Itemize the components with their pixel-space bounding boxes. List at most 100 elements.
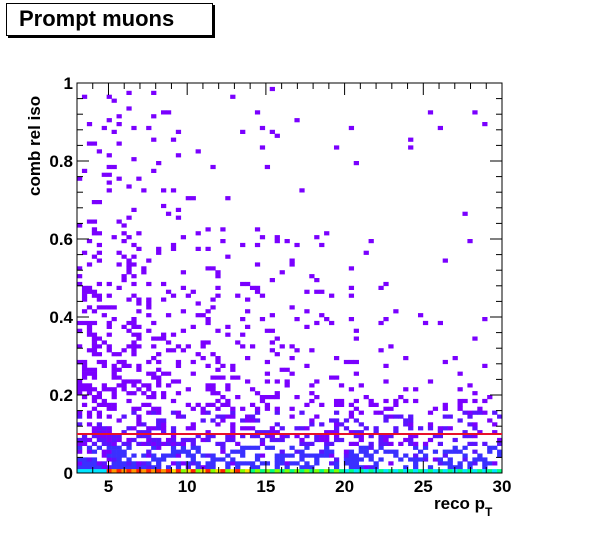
heatmap-cell — [215, 375, 221, 380]
heatmap-cell — [151, 453, 157, 458]
heatmap-cell — [240, 434, 246, 439]
heatmap-cell — [77, 274, 83, 279]
heatmap-cell — [279, 344, 285, 349]
heatmap-cell — [156, 461, 162, 466]
heatmap-cell — [190, 445, 196, 450]
heatmap-cell — [180, 414, 187, 419]
heatmap-cell — [161, 297, 167, 302]
heatmap-cell — [116, 122, 122, 127]
heatmap-cell — [195, 313, 201, 318]
heatmap-cell — [136, 297, 142, 302]
heatmap-cell — [333, 418, 340, 423]
heatmap-cell — [121, 231, 127, 236]
heatmap-cell — [220, 363, 226, 368]
heatmap-cell — [156, 426, 162, 431]
heatmap-cell — [279, 461, 285, 466]
heatmap-cell — [378, 441, 384, 446]
heatmap-cell — [368, 453, 374, 458]
heatmap-cell — [190, 457, 196, 462]
heatmap-cell — [378, 445, 384, 450]
heatmap-cell — [225, 402, 231, 407]
heatmap-cell — [146, 465, 152, 470]
heatmap-cell — [126, 297, 132, 302]
heatmap-cell — [225, 332, 231, 337]
heatmap-cell — [77, 410, 83, 415]
heatmap-cell — [363, 465, 369, 470]
heatmap-cell — [343, 426, 350, 431]
heatmap-cell — [121, 274, 127, 279]
heatmap-cell — [96, 305, 103, 310]
heatmap-cell — [348, 402, 355, 407]
heatmap-cell — [299, 188, 305, 193]
heatmap-cell-zero-bin — [284, 469, 290, 474]
heatmap-cell — [215, 359, 221, 365]
heatmap-cell — [156, 410, 162, 415]
heatmap-cell — [195, 246, 201, 251]
heatmap-cell — [393, 309, 399, 314]
heatmap-cell — [304, 402, 310, 407]
heatmap-cell — [146, 430, 152, 435]
heatmap-cell — [314, 453, 320, 458]
heatmap-cell-zero-bin — [437, 469, 443, 474]
heatmap-cell — [333, 402, 340, 407]
heatmap-cell — [269, 86, 275, 92]
heatmap-cell — [86, 410, 93, 415]
heatmap-cell — [289, 258, 295, 263]
heatmap-cell — [91, 219, 98, 224]
heatmap-cell — [319, 422, 325, 427]
heatmap-cell — [111, 461, 117, 466]
heatmap-cell — [324, 317, 330, 322]
heatmap-cell — [96, 336, 103, 341]
heatmap-cell — [136, 367, 142, 372]
heatmap-cell — [240, 461, 246, 466]
heatmap-cell — [477, 406, 483, 411]
heatmap-cell — [373, 426, 379, 431]
heatmap-cell — [175, 453, 182, 458]
heatmap-cell — [96, 344, 103, 349]
heatmap-cell — [151, 137, 157, 142]
heatmap-cell — [175, 391, 182, 396]
heatmap-cell — [353, 336, 359, 341]
heatmap-cell — [249, 461, 256, 466]
heatmap-cell-zero-bin — [225, 469, 231, 474]
heatmap-cell — [96, 410, 103, 415]
heatmap-cell — [225, 383, 231, 388]
heatmap-cell — [151, 375, 157, 380]
heatmap-cell — [170, 461, 177, 466]
heatmap-cell — [348, 465, 355, 470]
heatmap-cell — [220, 395, 226, 400]
heatmap-cell-zero-bin — [482, 469, 488, 474]
heatmap-cell — [383, 317, 389, 322]
heatmap-cell — [462, 410, 468, 415]
heatmap-cell — [116, 176, 122, 181]
heatmap-cell — [91, 367, 98, 372]
heatmap-cell — [230, 375, 236, 380]
heatmap-cell — [348, 430, 355, 435]
heatmap-cell — [106, 414, 112, 419]
heatmap-cell — [368, 398, 374, 404]
heatmap-cell — [254, 242, 261, 248]
heatmap-cell — [363, 395, 369, 400]
heatmap-cell — [190, 441, 196, 446]
heatmap-cell — [86, 383, 93, 388]
heatmap-cell — [284, 465, 290, 470]
heatmap-cell — [101, 402, 107, 407]
heatmap-cell — [101, 453, 107, 458]
heatmap-cell — [304, 434, 310, 439]
heatmap-cell — [121, 254, 127, 259]
heatmap-cell — [121, 387, 127, 392]
heatmap-cell — [165, 211, 172, 216]
heatmap-cell — [126, 441, 132, 446]
heatmap-cell — [299, 453, 305, 458]
heatmap-cell — [116, 453, 122, 458]
heatmap-cell — [200, 437, 206, 443]
heatmap-cell — [240, 332, 246, 337]
heatmap-cell — [403, 453, 409, 458]
heatmap-cell — [333, 356, 340, 361]
heatmap-cell — [472, 441, 478, 446]
heatmap-cell — [141, 402, 147, 407]
heatmap-cell — [487, 449, 493, 454]
heatmap-cell — [284, 239, 290, 244]
heatmap-cell — [126, 215, 132, 220]
x-tick-label: 15 — [256, 477, 275, 496]
